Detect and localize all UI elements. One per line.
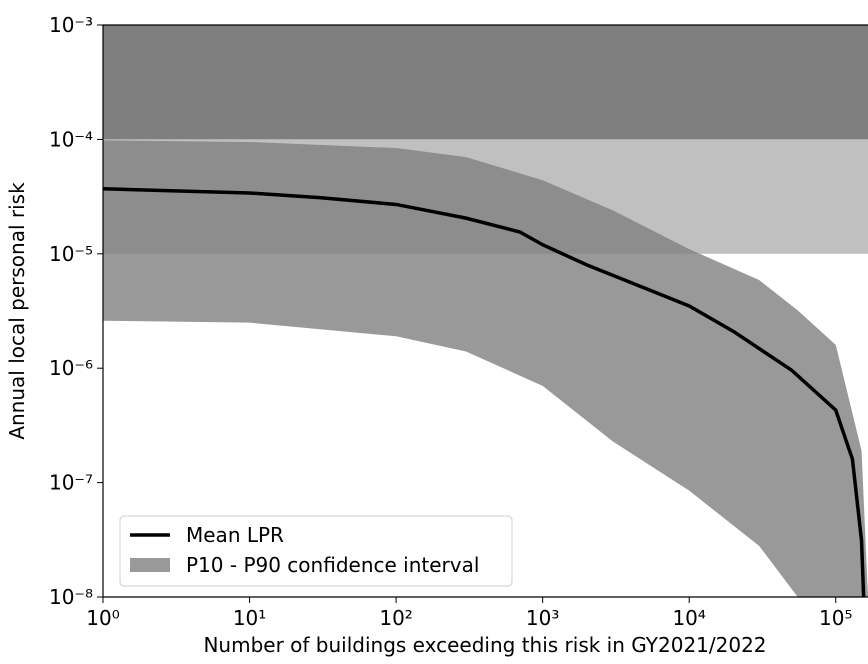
x-tick-label: 10⁵ — [819, 606, 852, 630]
y-axis-label: Annual local personal risk — [5, 182, 29, 440]
y-tick-label: 10⁻⁷ — [49, 471, 93, 495]
y-tick-label: 10⁻⁵ — [49, 242, 93, 266]
x-axis-label: Number of buildings exceeding this risk … — [203, 633, 766, 657]
mean-line — [102, 187, 866, 598]
y-tick-label: 10⁻⁸ — [49, 585, 93, 609]
y-tick-label: 10⁻⁶ — [49, 356, 93, 380]
x-tick-label: 10³ — [526, 606, 559, 630]
x-tick-label: 10² — [379, 606, 412, 630]
x-tick-label: 10⁰ — [86, 606, 119, 630]
legend-label: Mean LPR — [186, 523, 284, 547]
legend-patch — [130, 558, 170, 572]
confidence-band — [103, 140, 868, 597]
x-tick-label: 10⁴ — [672, 606, 705, 630]
x-tick-label: 10¹ — [233, 606, 266, 630]
y-tick-label: 10⁻³ — [49, 13, 93, 37]
legend-box — [119, 515, 513, 587]
y-tick-label: 10⁻⁴ — [49, 127, 93, 151]
legend-label: P10 - P90 confidence interval — [186, 553, 479, 577]
shaded-region — [103, 25, 868, 140]
